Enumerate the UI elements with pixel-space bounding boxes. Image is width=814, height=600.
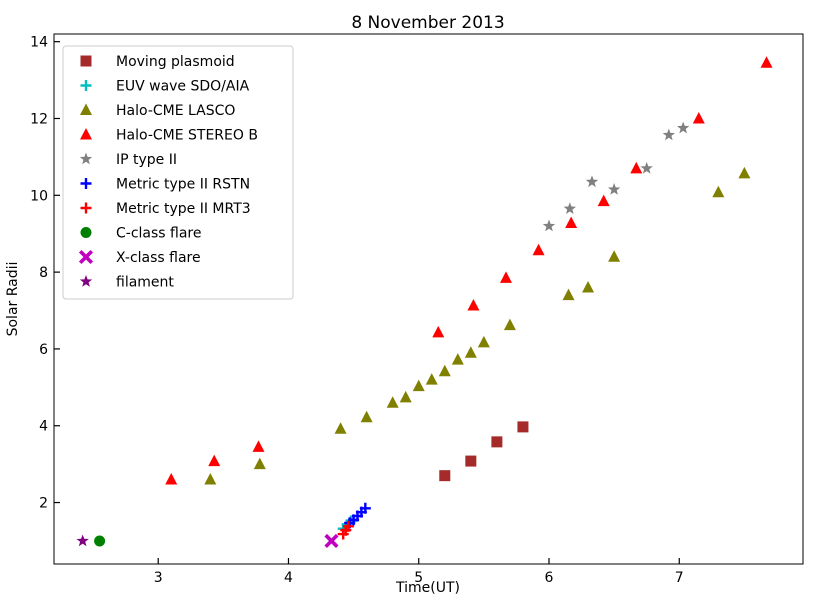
data-point [464,346,477,358]
data-point [253,457,266,470]
data-point [342,520,354,532]
x-tick-label: 6 [545,570,554,586]
series-8 [324,533,339,549]
data-point [562,288,575,301]
data-point [451,353,464,365]
data-point [208,454,221,467]
data-point [760,56,773,68]
data-point [425,373,438,385]
series-4 [542,121,690,232]
x-tick-label: 3 [154,570,163,586]
data-point [676,121,690,134]
data-point [607,183,621,195]
data-point [76,534,89,547]
series-3 [165,56,773,485]
data-point [252,440,265,452]
y-tick-label: 2 [39,496,48,512]
legend-label: Metric type II MRT3 [116,201,251,217]
legend-label: IP type II [116,152,177,168]
x-axis-label: Time(UT) [395,580,460,596]
data-point [542,219,556,232]
data-point [640,161,653,174]
x-tick-label: 5 [414,570,423,586]
legend-marker [80,80,92,91]
data-point [165,473,178,485]
legend-marker [80,128,92,140]
data-point [608,250,621,262]
data-point [94,535,106,547]
data-point [324,533,339,549]
legend-box [62,45,294,300]
legend-marker [80,227,92,238]
data-point [491,436,503,448]
chart-title: 8 November 2013 [351,13,504,33]
data-point [386,396,399,408]
data-point [738,166,751,179]
plot-frame [53,33,804,565]
data-point [412,379,425,392]
y-axis-label: Solar Radii [5,262,21,337]
legend-marker [80,202,92,214]
series-2 [204,166,751,485]
x-tick-label: 4 [284,570,293,586]
data-points [76,56,773,549]
legend-label: filament [116,275,174,291]
data-point [630,161,643,174]
data-point [500,271,513,283]
data-point [334,422,347,434]
y-tick-label: 10 [30,188,48,204]
series-5 [344,502,371,529]
data-point [563,202,577,214]
y-tick-label: 4 [39,419,48,435]
legend: Moving plasmoid EUV wave SDO/AIA Halo-CME … [62,45,294,300]
data-point [432,325,445,338]
series-9 [76,534,89,547]
legend-label: C-class flare [116,226,202,242]
y-tick-label: 8 [39,265,48,281]
y-tick-label: 14 [30,35,48,51]
legend-label: X-class flare [116,250,201,266]
data-point [204,473,217,485]
data-point [585,175,599,188]
legend-marker [79,152,93,165]
legend-label: Halo-CME STEREO B [116,128,258,144]
legend-marker [79,275,93,287]
y-tick-label: 6 [39,342,48,358]
x-tick-label: 7 [675,570,684,586]
data-point [477,335,490,348]
legend-label: Halo-CME LASCO [116,103,235,119]
data-point [597,194,610,207]
legend-marker [80,103,92,115]
data-point [532,243,545,256]
series-0 [439,421,529,482]
data-point [582,280,595,293]
series-7 [94,535,106,547]
legend-label: EUV wave SDO/AIA [116,79,250,95]
data-point [360,410,373,423]
legend-marker [80,55,92,67]
legend-marker [78,249,94,265]
data-point [359,502,371,514]
data-point [467,299,480,311]
y-tick-label: 12 [30,111,48,127]
legend-marker [80,178,92,189]
data-point [565,216,578,228]
data-point [503,318,516,331]
data-point [399,390,412,403]
series-6 [337,520,354,540]
data-point [465,455,477,467]
axis-ticks: 3 4 5 6 7 2 4 6 8 10 12 14 [30,35,684,586]
data-point [438,364,451,377]
data-point [517,421,529,433]
data-point [692,111,705,124]
data-point [712,185,725,198]
legend-label: Metric type II RSTN [116,177,250,193]
data-point [439,470,451,482]
data-point [662,128,676,141]
legend-label: Moving plasmoid [116,54,235,70]
